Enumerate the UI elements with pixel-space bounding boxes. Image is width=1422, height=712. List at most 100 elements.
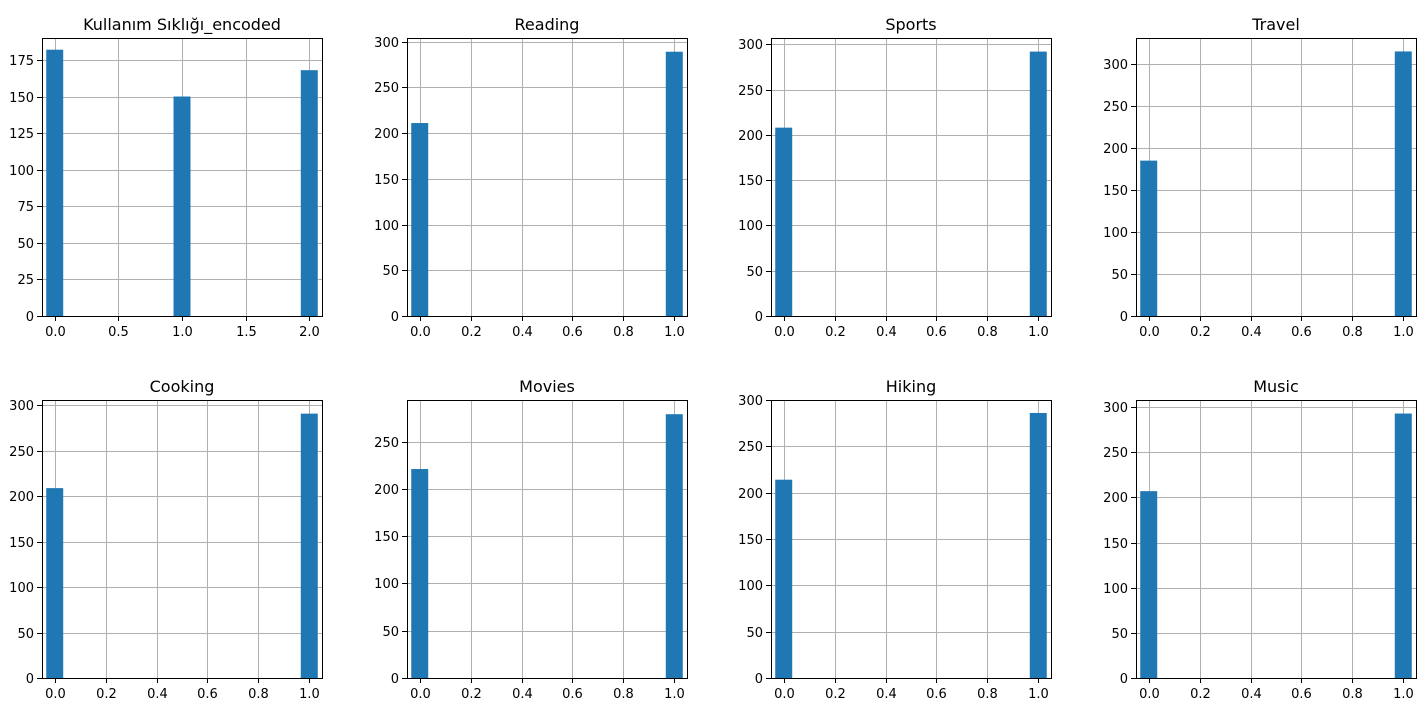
chart-title: Cooking (150, 377, 215, 396)
x-tick-label: 0.8 (977, 687, 998, 702)
y-tick-label: 250 (374, 81, 399, 96)
x-tick-label: 0.0 (45, 325, 66, 340)
x-tick-label: 0.4 (876, 687, 897, 702)
y-tick-label: 50 (746, 626, 763, 641)
y-tick-label: 100 (374, 219, 399, 234)
y-tick-label: 250 (1103, 446, 1128, 461)
x-tick-label: 1.0 (664, 687, 685, 702)
chart-title: Movies (519, 377, 575, 396)
y-tick-label: 300 (738, 38, 763, 53)
histogram-bar (775, 127, 793, 316)
histogram-bar (1394, 51, 1412, 317)
y-tick-label: 200 (1103, 142, 1128, 157)
y-tick-label: 200 (374, 127, 399, 142)
histogram-bar (1029, 412, 1047, 678)
y-tick-label: 50 (382, 264, 399, 279)
histogram-bar (46, 488, 64, 678)
chart-title: Kullanım Sıklığı_encoded (83, 15, 281, 35)
x-tick-label: 0.4 (876, 325, 897, 340)
x-tick-label: 1.0 (1028, 325, 1049, 340)
y-tick-label: 200 (1103, 491, 1128, 506)
x-tick-label: 0.8 (1342, 325, 1363, 340)
x-tick-label: 0.6 (926, 325, 947, 340)
y-tick-label: 50 (382, 625, 399, 640)
y-tick-label: 100 (738, 579, 763, 594)
y-tick-label: 100 (1103, 226, 1128, 241)
x-tick-label: 0.2 (825, 325, 846, 340)
histogram-bar (411, 123, 429, 316)
x-tick-label: 0.0 (410, 325, 431, 340)
x-tick-label: 0.6 (562, 325, 583, 340)
x-tick-label: 0.2 (461, 687, 482, 702)
x-tick-label: 0.5 (108, 325, 129, 340)
x-tick-label: 1.0 (1393, 325, 1414, 340)
y-tick-label: 25 (17, 273, 34, 288)
y-tick-label: 150 (9, 536, 34, 551)
y-tick-label: 50 (1111, 268, 1128, 283)
x-tick-label: 0.2 (1190, 687, 1211, 702)
histogram-panel: 0.0 0.2 0.4 0.6 0.8 1.0 0 50 100 150 200 250 300 Spor… (738, 15, 1052, 340)
x-tick-label: 0.0 (1139, 687, 1160, 702)
y-tick-label: 50 (1111, 627, 1128, 642)
y-tick-label: 0 (391, 672, 399, 687)
histogram-panel: 0.0 0.2 0.4 0.6 0.8 1.0 0 50 100 150 200 250 300 Musi… (1103, 377, 1417, 702)
x-tick-label: 0.6 (926, 687, 947, 702)
histogram-bar (46, 49, 64, 316)
histogram-bar (411, 469, 429, 678)
y-tick-label: 250 (9, 445, 34, 460)
y-tick-label: 200 (738, 129, 763, 144)
y-tick-label: 300 (738, 394, 763, 409)
y-tick-label: 200 (374, 483, 399, 498)
histogram-bar (1029, 51, 1047, 316)
y-tick-label: 125 (9, 127, 34, 142)
y-tick-label: 150 (1103, 184, 1128, 199)
x-tick-label: 0.0 (774, 687, 795, 702)
histogram-bar (300, 413, 318, 678)
histogram-bar (665, 414, 683, 678)
x-tick-label: 0.8 (248, 687, 269, 702)
y-tick-label: 175 (9, 54, 34, 69)
x-tick-label: 0.8 (613, 687, 634, 702)
y-tick-label: 200 (738, 487, 763, 502)
histogram-panel: 0.0 0.2 0.4 0.6 0.8 1.0 0 50 100 150 200 250 300 Trav… (1103, 15, 1417, 340)
x-tick-label: 1.5 (236, 325, 257, 340)
y-tick-label: 100 (738, 219, 763, 234)
x-tick-label: 0.4 (512, 325, 533, 340)
x-tick-label: 2.0 (299, 325, 320, 340)
x-tick-label: 0.0 (410, 687, 431, 702)
chart-title: Music (1253, 377, 1299, 396)
x-tick-label: 0.0 (45, 687, 66, 702)
histogram-panel: 0.0 0.2 0.4 0.6 0.8 1.0 0 50 100 150 200 250 Movies (374, 377, 688, 702)
y-tick-label: 300 (1103, 58, 1128, 73)
axes-frame (407, 38, 688, 317)
x-tick-label: 0.2 (461, 325, 482, 340)
x-tick-label: 0.6 (197, 687, 218, 702)
y-tick-label: 150 (738, 533, 763, 548)
y-tick-label: 300 (374, 36, 399, 51)
y-tick-label: 50 (17, 627, 34, 642)
x-tick-label: 0.6 (1291, 325, 1312, 340)
chart-title: Reading (515, 15, 580, 34)
y-tick-label: 0 (1120, 672, 1128, 687)
x-tick-label: 0.0 (1139, 325, 1160, 340)
x-tick-label: 0.6 (1291, 687, 1312, 702)
x-tick-label: 1.0 (172, 325, 193, 340)
y-tick-label: 150 (374, 173, 399, 188)
axes-frame (407, 400, 688, 679)
y-tick-label: 100 (9, 164, 34, 179)
y-tick-label: 250 (738, 440, 763, 455)
x-tick-label: 0.2 (825, 687, 846, 702)
y-tick-label: 50 (746, 265, 763, 280)
histogram-bar (665, 51, 683, 317)
chart-title: Travel (1251, 15, 1300, 34)
histogram-bar (1140, 160, 1158, 316)
y-tick-label: 0 (755, 310, 763, 325)
histogram-bar (173, 96, 191, 317)
y-tick-label: 0 (755, 672, 763, 687)
histogram-panel: 0.0 0.2 0.4 0.6 0.8 1.0 0 50 100 150 200 250 300 Hiki… (738, 377, 1052, 702)
y-tick-label: 150 (9, 91, 34, 106)
x-tick-label: 1.0 (1028, 687, 1049, 702)
chart-title: Hiking (886, 377, 936, 396)
axes-frame (42, 400, 323, 679)
y-tick-label: 150 (738, 174, 763, 189)
